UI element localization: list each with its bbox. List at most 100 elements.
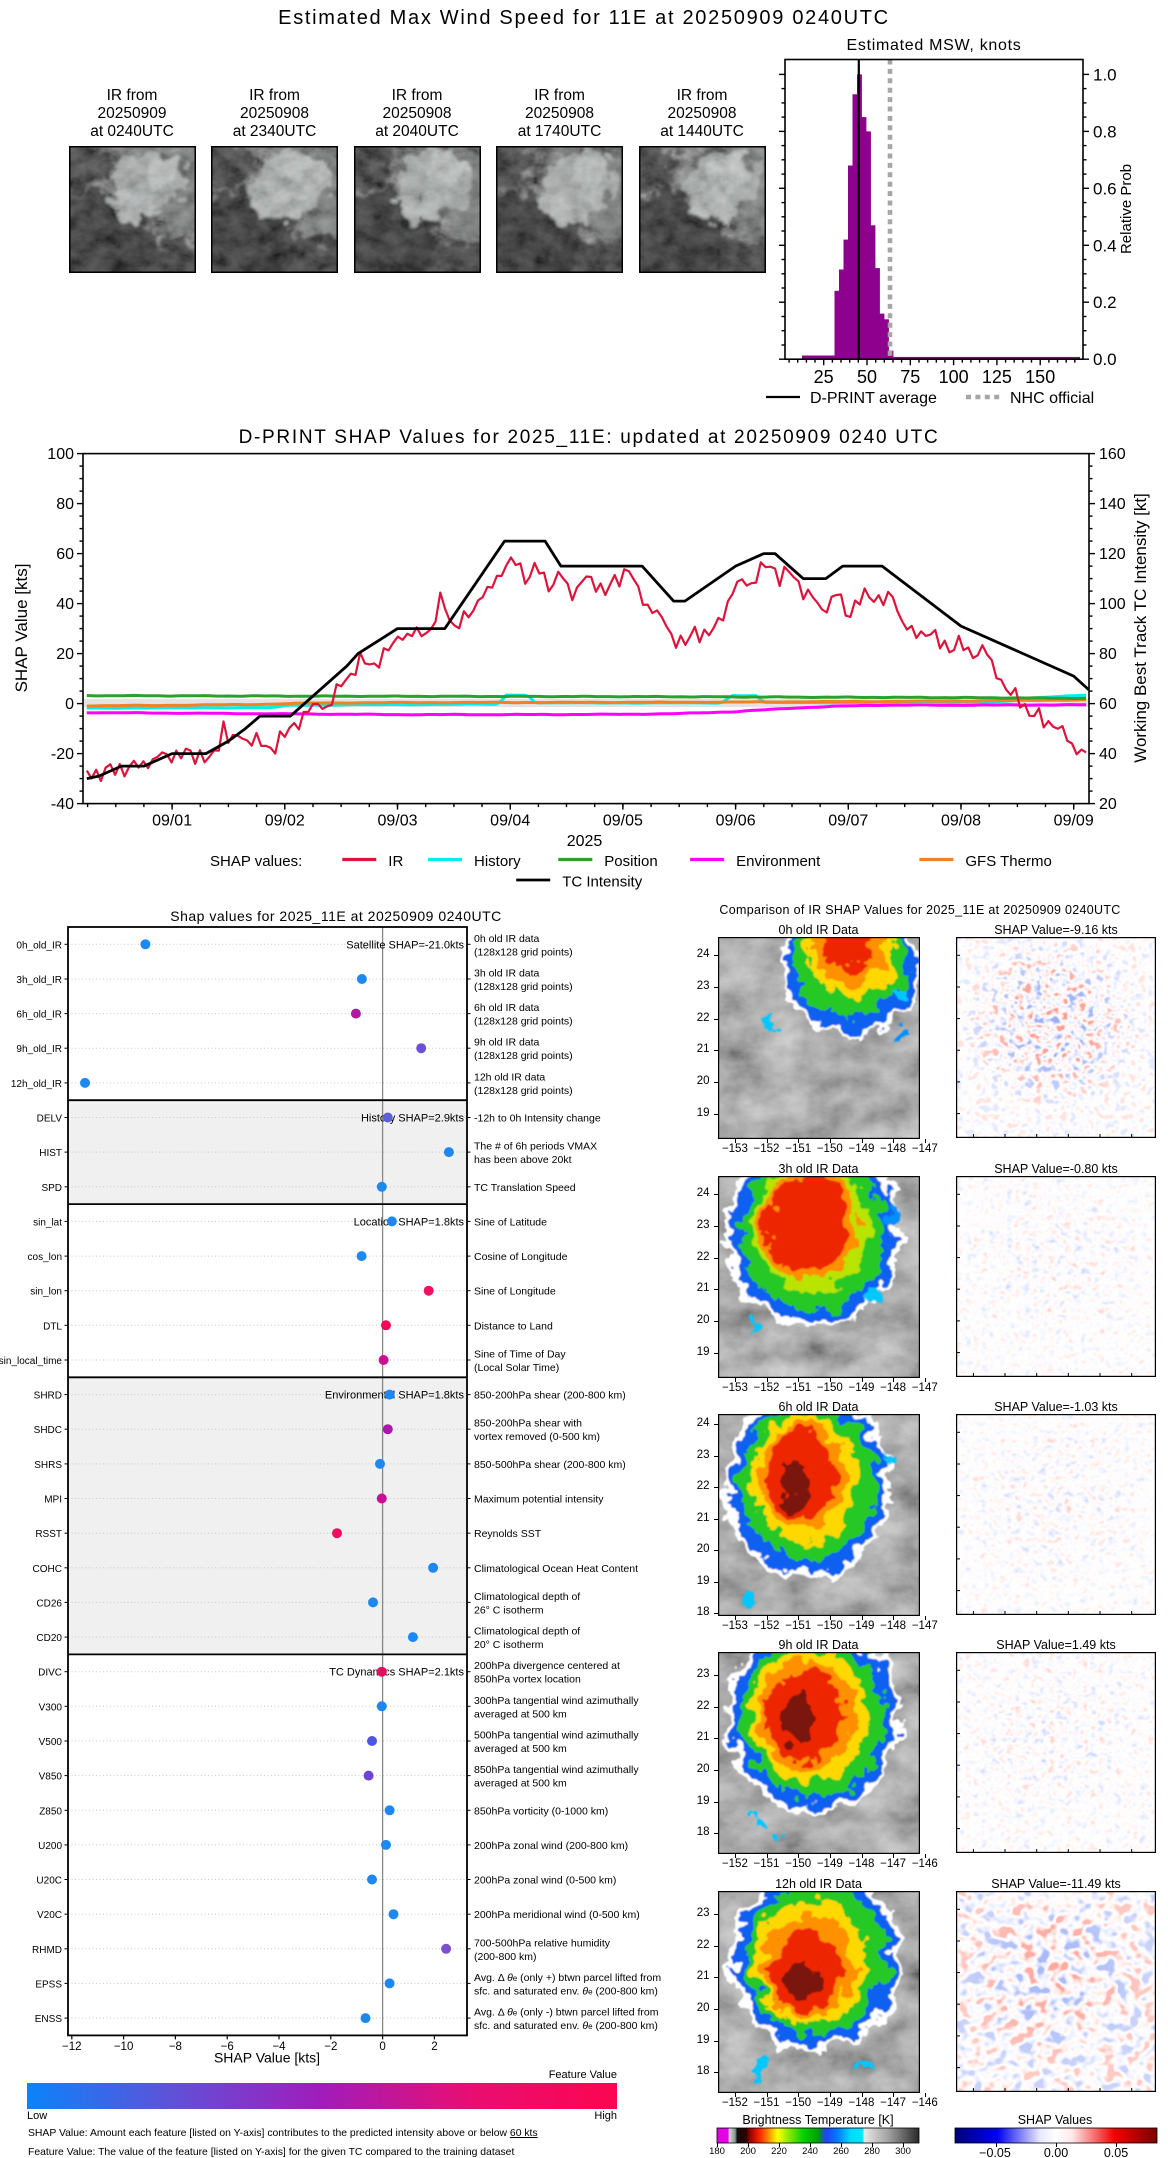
svg-text:0h old IR data: 0h old IR data — [474, 933, 540, 945]
svg-text:3h old IR data: 3h old IR data — [474, 968, 540, 980]
svg-text:850-200hPa shear with: 850-200hPa shear with — [474, 1418, 582, 1430]
svg-text:6h_old_IR: 6h_old_IR — [16, 1010, 62, 1021]
svg-text:−2: −2 — [324, 2041, 337, 2053]
svg-text:Environmental SHAP=1.8kts: Environmental SHAP=1.8kts — [325, 1390, 465, 1402]
svg-text:V850: V850 — [39, 1772, 63, 1783]
svg-text:26° C isotherm: 26° C isotherm — [474, 1604, 544, 1616]
svg-text:Distance to Land: Distance to Land — [474, 1320, 553, 1332]
svg-text:850hPa tangential wind azimuth: 850hPa tangential wind azimuthally — [474, 1764, 639, 1776]
svg-text:D-PRINT average: D-PRINT average — [810, 390, 937, 407]
svg-text:DIVC: DIVC — [38, 1668, 62, 1679]
svg-text:125: 125 — [982, 367, 1012, 387]
svg-text:TC Dynamics SHAP=2.1kts: TC Dynamics SHAP=2.1kts — [329, 1667, 464, 1679]
svg-text:40: 40 — [56, 596, 74, 613]
svg-text:(128x128 grid points): (128x128 grid points) — [474, 1050, 573, 1062]
svg-text:Working Best Track TC Intensit: Working Best Track TC Intensity [kt] — [1131, 493, 1150, 763]
svg-text:SHAP values:: SHAP values: — [210, 853, 302, 870]
svg-text:Reynolds SST: Reynolds SST — [474, 1528, 542, 1540]
svg-text:vortex removed (0-500 km): vortex removed (0-500 km) — [474, 1431, 600, 1443]
svg-text:9h_old_IR: 9h_old_IR — [16, 1044, 62, 1055]
svg-text:20° C isotherm: 20° C isotherm — [474, 1639, 544, 1651]
svg-text:160: 160 — [1099, 446, 1126, 463]
svg-text:200hPa zonal wind (0-500 km): 200hPa zonal wind (0-500 km) — [474, 1875, 616, 1887]
svg-text:20: 20 — [56, 646, 74, 663]
svg-text:75: 75 — [900, 367, 920, 387]
svg-text:U200: U200 — [38, 1841, 62, 1852]
svg-text:150: 150 — [1025, 367, 1055, 387]
svg-text:RSST: RSST — [35, 1529, 62, 1540]
svg-text:SHAP Value [kts]: SHAP Value [kts] — [214, 2049, 320, 2065]
svg-text:2: 2 — [431, 2041, 437, 2053]
svg-text:Feature Value: Feature Value — [549, 2069, 617, 2081]
svg-text:V20C: V20C — [37, 1910, 62, 1921]
svg-text:25: 25 — [814, 367, 834, 387]
svg-text:200hPa zonal wind (200-800 km): 200hPa zonal wind (200-800 km) — [474, 1840, 628, 1852]
svg-text:SHAP Value: Amount each featur: SHAP Value: Amount each feature [listed … — [28, 2128, 538, 2139]
svg-text:1.0: 1.0 — [1093, 65, 1117, 84]
svg-text:09/05: 09/05 — [603, 813, 643, 830]
svg-text:ENSS: ENSS — [35, 2014, 63, 2025]
svg-text:sin_local_time: sin_local_time — [0, 1356, 62, 1367]
svg-text:3h_old_IR: 3h_old_IR — [16, 975, 62, 986]
svg-text:TC Intensity: TC Intensity — [562, 874, 643, 891]
svg-text:9h old IR data: 9h old IR data — [474, 1037, 540, 1049]
svg-text:averaged at 500 km: averaged at 500 km — [474, 1743, 567, 1755]
svg-text:-12h to 0h Intensity change: -12h to 0h Intensity change — [474, 1113, 601, 1125]
svg-text:−12: −12 — [62, 2041, 82, 2053]
svg-text:200hPa meridional wind (0-500: 200hPa meridional wind (0-500 km) — [474, 1909, 640, 1921]
svg-text:−10: −10 — [114, 2041, 134, 2053]
svg-text:High: High — [594, 2110, 617, 2122]
svg-text:09/08: 09/08 — [941, 813, 981, 830]
svg-text:850hPa vorticity (0-1000 km): 850hPa vorticity (0-1000 km) — [474, 1805, 608, 1817]
svg-text:−8: −8 — [169, 2041, 182, 2053]
svg-text:CD20: CD20 — [36, 1633, 62, 1644]
svg-text:TC Translation Speed: TC Translation Speed — [474, 1182, 576, 1194]
svg-text:NHC official: NHC official — [1010, 390, 1094, 407]
svg-text:COHC: COHC — [33, 1564, 62, 1575]
svg-text:(128x128 grid points): (128x128 grid points) — [474, 1016, 573, 1028]
svg-text:Avg. Δ θe (only -) btwn parcel: Avg. Δ θe (only -) btwn parcel lifted fr… — [474, 2007, 659, 2019]
svg-text:Sine of Latitude: Sine of Latitude — [474, 1216, 547, 1228]
svg-text:Location SHAP=1.8kts: Location SHAP=1.8kts — [354, 1216, 465, 1228]
svg-text:Avg. Δ θe (only +) btwn parcel: Avg. Δ θe (only +) btwn parcel lifted fr… — [474, 1972, 661, 1984]
svg-text:40: 40 — [1099, 746, 1117, 763]
svg-text:09/07: 09/07 — [828, 813, 868, 830]
svg-text:D-PRINT SHAP Values for 2025_1: D-PRINT SHAP Values for 2025_11E: update… — [239, 427, 940, 448]
svg-text:Z850: Z850 — [39, 1806, 62, 1817]
svg-text:09/04: 09/04 — [490, 813, 530, 830]
svg-text:20: 20 — [1099, 796, 1117, 813]
svg-text:Brightness Temperature [K]: Brightness Temperature [K] — [742, 2113, 893, 2127]
svg-text:Estimated MSW, knots: Estimated MSW, knots — [847, 37, 1022, 54]
svg-text:0.0: 0.0 — [1093, 350, 1117, 369]
svg-text:sin_lat: sin_lat — [33, 1217, 62, 1228]
svg-text:(128x128 grid points): (128x128 grid points) — [474, 981, 573, 993]
svg-text:Environment: Environment — [736, 853, 821, 870]
svg-text:Cosine of Longitude: Cosine of Longitude — [474, 1251, 568, 1263]
svg-text:0: 0 — [65, 696, 74, 713]
svg-text:SHAP Values: SHAP Values — [1018, 2113, 1093, 2127]
svg-text:140: 140 — [1099, 496, 1126, 513]
svg-text:80: 80 — [1099, 646, 1117, 663]
svg-text:850hPa vortex location: 850hPa vortex location — [474, 1674, 581, 1686]
svg-text:Maximum potential intensity: Maximum potential intensity — [474, 1494, 604, 1506]
svg-text:Shap values for 2025_11E at 20: Shap values for 2025_11E at 20250909 024… — [170, 908, 502, 924]
svg-text:EPSS: EPSS — [35, 1979, 62, 1990]
svg-text:-40: -40 — [51, 796, 74, 813]
svg-text:60: 60 — [56, 546, 74, 563]
svg-text:Satellite SHAP=-21.0kts: Satellite SHAP=-21.0kts — [346, 939, 464, 951]
svg-text:100: 100 — [939, 367, 969, 387]
svg-text:Feature Value: The value of th: Feature Value: The value of the feature … — [28, 2147, 514, 2158]
svg-text:V500: V500 — [39, 1737, 63, 1748]
svg-text:RHMD: RHMD — [32, 1945, 62, 1956]
svg-text:850-500hPa shear (200-800 km): 850-500hPa shear (200-800 km) — [474, 1459, 626, 1471]
svg-text:Sine of Longitude: Sine of Longitude — [474, 1286, 556, 1298]
svg-text:500hPa tangential wind azimuth: 500hPa tangential wind azimuthally — [474, 1730, 639, 1742]
svg-text:0.6: 0.6 — [1093, 179, 1117, 198]
svg-text:(Local Solar Time): (Local Solar Time) — [474, 1362, 559, 1374]
svg-text:Climatological depth of: Climatological depth of — [474, 1591, 580, 1603]
svg-text:sin_lon: sin_lon — [30, 1287, 62, 1298]
svg-text:SHRS: SHRS — [34, 1460, 62, 1471]
svg-text:History SHAP=2.9kts: History SHAP=2.9kts — [361, 1113, 465, 1125]
svg-text:(200-800 km): (200-800 km) — [474, 1951, 536, 1963]
svg-text:Climatological Ocean Heat Cont: Climatological Ocean Heat Content — [474, 1563, 638, 1575]
